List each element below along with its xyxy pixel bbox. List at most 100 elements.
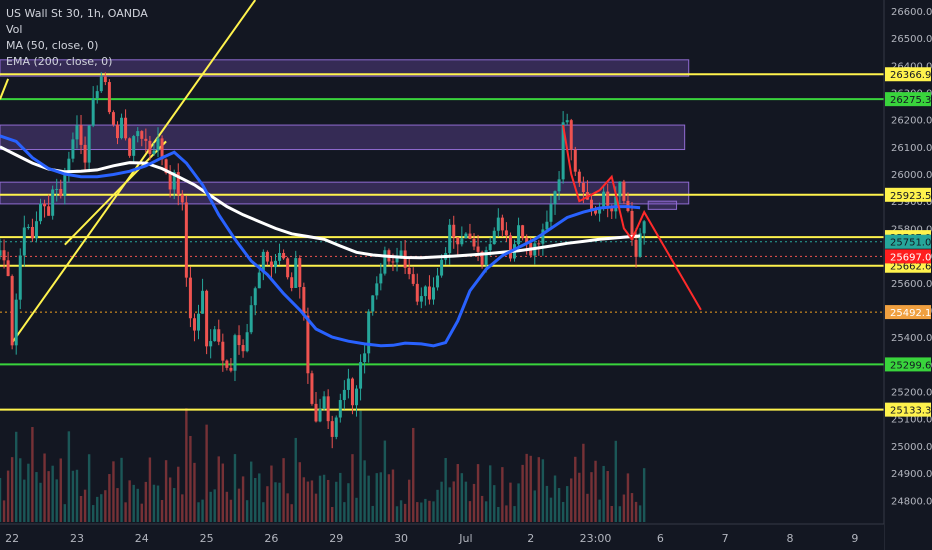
- candle-body: [606, 191, 610, 206]
- volume-bar: [237, 488, 241, 522]
- volume-bar: [15, 431, 18, 522]
- candle-body: [132, 136, 136, 156]
- candle-body: [634, 239, 638, 257]
- volume-bar: [335, 481, 338, 522]
- candle-body: [492, 230, 496, 245]
- candle-body: [14, 299, 18, 346]
- candle-body: [290, 277, 294, 288]
- candle-body: [30, 226, 34, 239]
- volume-bar: [233, 454, 237, 522]
- x-tick-label: 26: [264, 532, 278, 545]
- candle-body: [148, 140, 152, 155]
- candle-body: [638, 233, 642, 257]
- volume-bar: [164, 460, 168, 522]
- volume-bar: [104, 490, 107, 522]
- volume-bar: [326, 479, 330, 522]
- volume-bar: [602, 465, 605, 522]
- candle-body: [59, 188, 63, 196]
- y-tick-label: 25600.0: [891, 279, 932, 290]
- candle-body: [298, 258, 302, 288]
- volume-bar: [436, 489, 439, 522]
- candle-body: [399, 250, 403, 258]
- candle-body: [403, 250, 407, 268]
- y-tick-label: 24800.0: [891, 496, 932, 507]
- x-tick-label: 23: [70, 532, 84, 545]
- candle-body: [359, 362, 363, 389]
- legend-ema[interactable]: EMA (200, close, 0): [6, 55, 113, 68]
- candle-body: [115, 124, 119, 139]
- candle-body: [253, 288, 257, 306]
- volume-bar: [262, 502, 265, 522]
- dotted-price-tag: 25492.1: [890, 308, 931, 319]
- volume-bar: [128, 480, 131, 522]
- volume-bar: [590, 472, 593, 522]
- candle-body: [423, 286, 427, 297]
- candle-body: [39, 203, 43, 222]
- candle-body: [168, 172, 172, 190]
- candle-body: [209, 341, 213, 347]
- volume-bar: [213, 489, 216, 522]
- trendline: [64, 140, 167, 246]
- candle-body: [140, 131, 144, 139]
- candle-body: [436, 275, 440, 288]
- volume-bar: [582, 443, 585, 522]
- volume-bar: [96, 496, 99, 522]
- legend-ma[interactable]: MA (50, close, 0): [6, 39, 99, 52]
- dotted-price-tag: 25697.0: [890, 252, 931, 263]
- candle-body: [51, 189, 55, 216]
- candle-body: [99, 76, 103, 92]
- candle-body: [363, 353, 367, 363]
- volume-bar: [412, 427, 415, 522]
- candle-body: [306, 315, 310, 374]
- candle-body: [184, 202, 188, 278]
- candle-body: [120, 117, 124, 139]
- volume-bar: [525, 453, 528, 522]
- y-tick-label: 26400.0: [891, 61, 932, 72]
- candle-body: [160, 138, 164, 160]
- y-tick-label: 25400.0: [891, 333, 932, 344]
- level-price-tag: 25662.6: [890, 262, 931, 273]
- candle-body: [136, 131, 140, 137]
- candle-body: [500, 217, 504, 231]
- volume-bars: [0, 408, 646, 522]
- volume-bar: [116, 488, 119, 522]
- volume-bar: [489, 465, 492, 522]
- volume-bar: [367, 475, 370, 522]
- candle-body: [26, 226, 30, 228]
- candle-body: [561, 122, 565, 180]
- zone-box: [0, 124, 686, 151]
- volume-bar: [132, 484, 135, 522]
- y-tick-label: 26500.0: [891, 34, 932, 45]
- volume-bar: [574, 456, 577, 522]
- x-tick-label: 2: [527, 532, 534, 545]
- volume-bar: [112, 461, 115, 522]
- candle-body: [577, 171, 581, 183]
- candle-body: [47, 206, 51, 216]
- volume-bar: [557, 488, 561, 522]
- x-tick-label: 23:00: [580, 532, 612, 545]
- volume-bar: [270, 465, 273, 522]
- candle-body: [440, 259, 444, 276]
- volume-bar: [476, 464, 480, 522]
- zone-box: [0, 181, 690, 205]
- volume-bar: [229, 499, 233, 522]
- legend-volume[interactable]: Vol: [6, 23, 23, 36]
- dotted-price-tag-bg: [885, 249, 931, 264]
- volume-bar: [63, 504, 67, 522]
- candle-body: [273, 260, 277, 268]
- candle-body: [192, 318, 196, 331]
- volume-bar: [351, 454, 354, 522]
- volume-bar: [517, 483, 520, 522]
- candle-body: [468, 233, 472, 239]
- candle-body: [391, 261, 395, 263]
- candle-body: [249, 305, 253, 333]
- candle-body: [225, 360, 229, 368]
- volume-bar: [310, 480, 314, 522]
- candle-body: [419, 296, 423, 302]
- volume-bar: [201, 499, 204, 522]
- y-tick-label: 25200.0: [891, 388, 932, 399]
- legend-symbol[interactable]: US Wall St 30, 1h, OANDA: [6, 7, 148, 20]
- candle-body: [245, 332, 249, 352]
